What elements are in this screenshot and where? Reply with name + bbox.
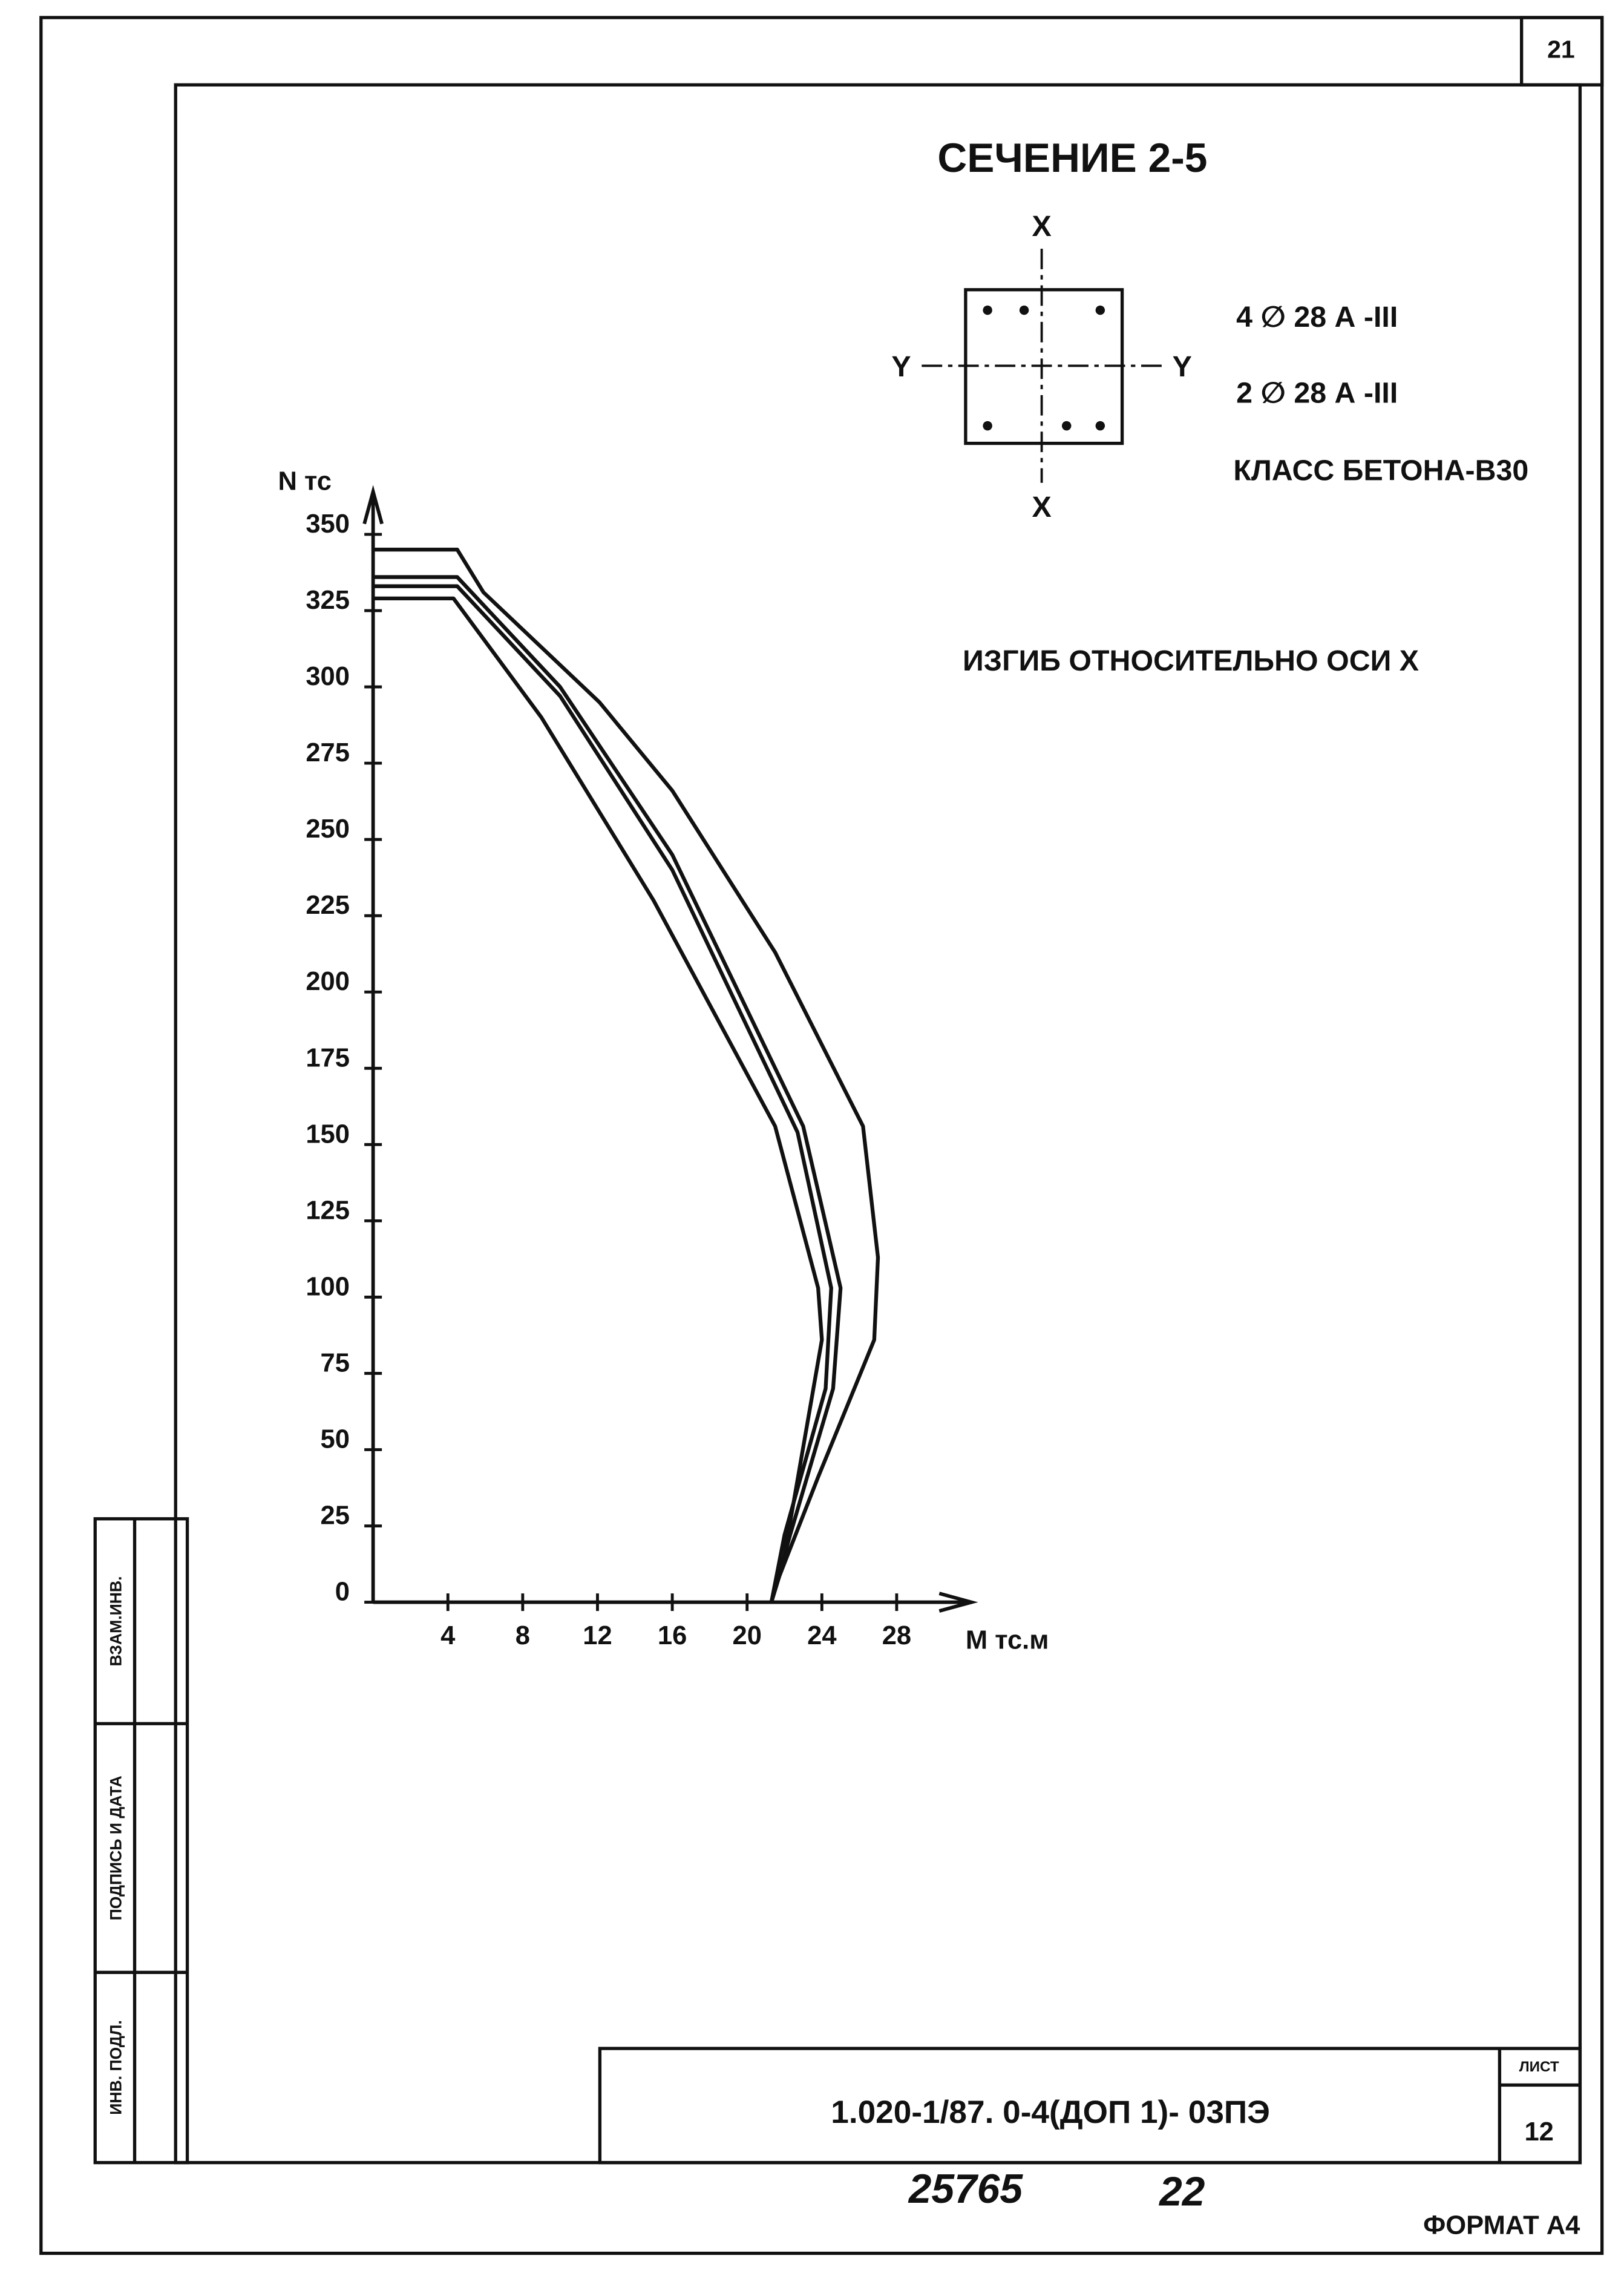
- x-tick-label: 12: [583, 1621, 612, 1650]
- rebar-dots: [983, 305, 1105, 431]
- y-tick-label: 250: [306, 815, 350, 844]
- sheet-label: ЛИСТ: [1519, 2059, 1559, 2075]
- rebar-1: 4 ∅ 28 А -III: [1236, 301, 1398, 333]
- x-tick-label: 4: [440, 1621, 455, 1650]
- axis-y-right: Y: [1173, 350, 1192, 383]
- interaction-curve: [373, 596, 824, 1603]
- y-tick-label: 50: [321, 1425, 350, 1454]
- y-tick-label: 25: [321, 1501, 350, 1530]
- format-label: ФОРМАТ А4: [1423, 2211, 1580, 2240]
- section-title: СЕЧЕНИЕ 2-5: [937, 136, 1207, 181]
- x-tick-label: 28: [882, 1621, 911, 1650]
- sheet-number: 12: [1524, 2117, 1553, 2146]
- document-code: 1.020-1/87. 0-4(ДОП 1)- 03ПЭ: [831, 2094, 1270, 2130]
- y-tick-label: 175: [306, 1043, 350, 1072]
- interaction-curve: [373, 584, 833, 1603]
- x-axis-arrow: [938, 1592, 978, 1613]
- concrete-class: КЛАСС БЕТОНА-В30: [1233, 454, 1528, 487]
- x-axis-label: M тс.м: [966, 1625, 1049, 1655]
- y-tick-label: 275: [306, 738, 350, 767]
- axis-y-left: Y: [891, 350, 911, 383]
- y-tick-label: 300: [306, 662, 350, 691]
- footer-number-2: 22: [1158, 2169, 1205, 2215]
- page-number-box: [1520, 16, 1604, 87]
- y-tick-label: 100: [306, 1272, 350, 1301]
- x-tick-label: 16: [658, 1621, 687, 1650]
- x-tick-label: 8: [516, 1621, 530, 1650]
- y-tick-label: 150: [306, 1120, 350, 1149]
- y-tick-label: 200: [306, 967, 350, 996]
- y-tick-label: 0: [335, 1578, 350, 1607]
- x-tick-label: 20: [733, 1621, 762, 1650]
- interaction-curve: [373, 548, 880, 1603]
- y-tick-label: 350: [306, 510, 350, 539]
- stamp-row-1: ВЗАМ.ИНВ.: [107, 1576, 125, 1666]
- title-block: [598, 2047, 1582, 2165]
- y-tick-label: 325: [306, 586, 350, 615]
- rebar-2: 2 ∅ 28 А -III: [1236, 377, 1398, 410]
- footer-number: 25765: [908, 2166, 1024, 2212]
- y-axis-label: N тс: [278, 467, 331, 496]
- axis-x-top: X: [1032, 210, 1051, 243]
- y-tick-label: 125: [306, 1196, 350, 1225]
- outer-border: [39, 16, 1604, 2255]
- x-tick-label: 24: [807, 1621, 836, 1650]
- y-tick-label: 75: [321, 1348, 350, 1377]
- page-number: 21: [1547, 35, 1575, 63]
- stamp-row-2: ПОДПИСЬ И ДАТА: [107, 1776, 125, 1920]
- axis-x-bottom: X: [1032, 491, 1051, 523]
- side-stamp: [93, 1517, 189, 2165]
- chart-title: ИЗГИБ ОТНОСИТЕЛЬНО ОСИ X: [963, 644, 1419, 677]
- stamp-row-3: ИНВ. ПОДЛ.: [107, 2020, 125, 2115]
- y-tick-label: 225: [306, 891, 350, 920]
- y-axis-arrow: [362, 485, 384, 525]
- interaction-curve: [373, 575, 843, 1603]
